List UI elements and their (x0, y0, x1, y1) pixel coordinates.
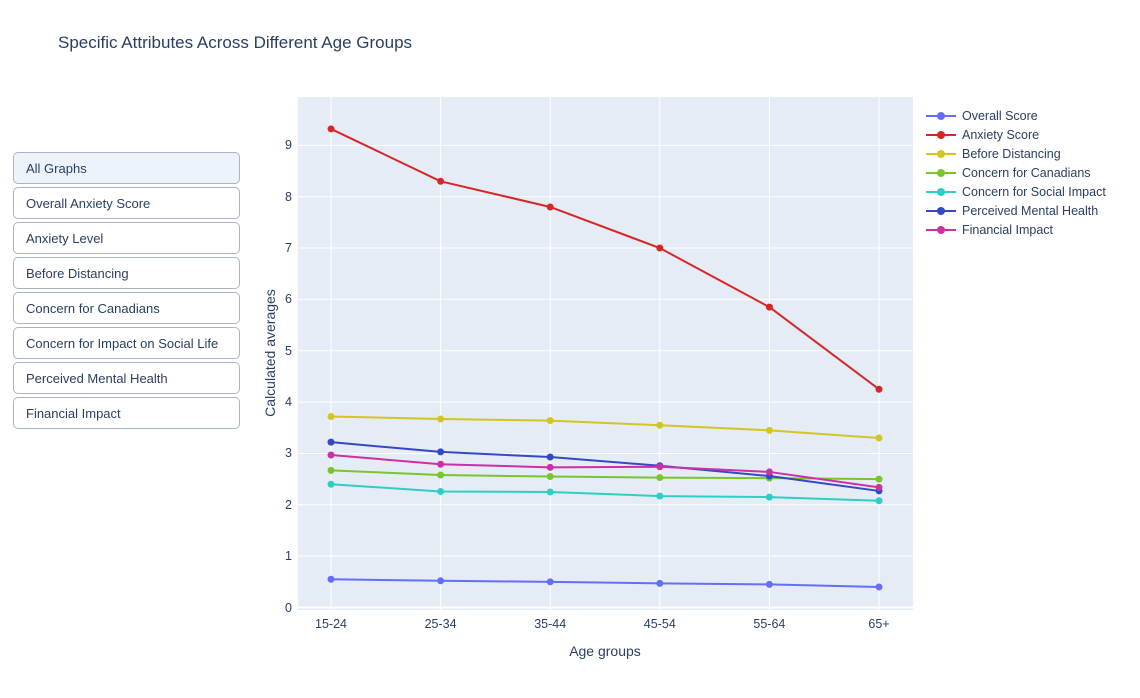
data-point-before-distancing (765, 426, 773, 434)
data-point-before-distancing (875, 434, 883, 442)
series-line-perceived-mental-health (330, 441, 880, 492)
data-point-before-distancing (546, 417, 554, 425)
legend-item-anxiety-score[interactable]: Anxiety Score (926, 125, 1106, 144)
data-point-anxiety-score (327, 125, 335, 133)
y-tick-label: 0 (285, 600, 292, 615)
legend-label: Concern for Canadians (962, 165, 1091, 180)
data-point-concern-for-canadians (437, 471, 445, 479)
page-title: Specific Attributes Across Different Age… (58, 33, 413, 52)
sidebar-button-all-graphs[interactable]: All Graphs (13, 152, 240, 184)
legend-line-marker-icon (926, 168, 956, 177)
y-tick-label: 5 (285, 343, 292, 358)
data-point-concern-for-social-impact (327, 480, 335, 488)
series-line-anxiety-score (330, 127, 880, 391)
x-tick-label: 55-64 (753, 617, 786, 631)
data-point-anxiety-score (765, 303, 773, 311)
data-point-anxiety-score (875, 385, 883, 393)
x-axis-title: Age groups (569, 643, 641, 659)
series-line-financial-impact (330, 453, 880, 489)
x-tick-label: 45-54 (643, 617, 676, 631)
data-point-anxiety-score (546, 203, 554, 211)
data-point-overall-score (656, 579, 664, 587)
line-chart (298, 97, 913, 610)
data-point-overall-score (875, 583, 883, 591)
data-point-overall-score (765, 580, 773, 588)
series-line-before-distancing (330, 415, 880, 440)
series-line-overall-score (330, 578, 880, 588)
sidebar-button-anxiety-level[interactable]: Anxiety Level (13, 222, 240, 254)
data-point-perceived-mental-health (546, 453, 554, 461)
x-tick-label: 25-34 (424, 617, 457, 631)
data-point-concern-for-social-impact (875, 497, 883, 505)
y-axis-title: Calculated averages (262, 289, 278, 417)
sidebar-button-concern-for-canadians[interactable]: Concern for Canadians (13, 292, 240, 324)
legend-label: Before Distancing (962, 146, 1061, 161)
data-point-concern-for-canadians (327, 466, 335, 474)
data-point-financial-impact (656, 463, 664, 471)
data-point-concern-for-canadians (656, 474, 664, 482)
y-tick-label: 2 (285, 497, 292, 512)
sidebar: All Graphs Overall Anxiety Score Anxiety L… (13, 152, 240, 429)
data-point-overall-score (437, 577, 445, 585)
data-point-concern-for-social-impact (546, 488, 554, 496)
sidebar-button-concern-for-impact-on-social-life[interactable]: Concern for Impact on Social Life (13, 327, 240, 359)
legend-item-concern-for-canadians[interactable]: Concern for Canadians (926, 163, 1106, 182)
series-line-concern-for-canadians (330, 469, 880, 481)
y-tick-label: 1 (285, 549, 292, 564)
y-tick-label: 6 (285, 292, 292, 307)
legend-item-perceived-mental-health[interactable]: Perceived Mental Health (926, 201, 1106, 220)
legend-line-marker-icon (926, 111, 956, 120)
legend-label: Perceived Mental Health (962, 203, 1099, 218)
legend-line-marker-icon (926, 130, 956, 139)
legend-line-marker-icon (926, 225, 956, 234)
x-tick-label: 35-44 (534, 617, 567, 631)
legend-item-concern-for-social-impact[interactable]: Concern for Social Impact (926, 182, 1106, 201)
legend-item-overall-score[interactable]: Overall Score (926, 106, 1106, 125)
legend-label: Anxiety Score (962, 127, 1040, 142)
data-point-financial-impact (765, 468, 773, 476)
data-point-concern-for-canadians (875, 475, 883, 483)
legend-line-marker-icon (926, 149, 956, 158)
data-point-financial-impact (546, 463, 554, 471)
data-point-concern-for-canadians (546, 473, 554, 481)
x-tick-label: 65+ (868, 617, 890, 631)
data-point-perceived-mental-health (437, 448, 445, 456)
data-point-concern-for-social-impact (437, 487, 445, 495)
y-tick-label: 4 (285, 395, 292, 410)
sidebar-button-perceived-mental-health[interactable]: Perceived Mental Health (13, 362, 240, 394)
plot-area (298, 97, 913, 610)
sidebar-button-overall-anxiety-score[interactable]: Overall Anxiety Score (13, 187, 240, 219)
legend-line-marker-icon (926, 206, 956, 215)
legend-label: Overall Score (962, 108, 1038, 123)
legend-item-before-distancing[interactable]: Before Distancing (926, 144, 1106, 163)
data-point-perceived-mental-health (327, 438, 335, 446)
y-tick-label: 8 (285, 189, 292, 204)
data-point-before-distancing (327, 412, 335, 420)
legend-label: Concern for Social Impact (962, 184, 1106, 199)
data-point-financial-impact (437, 460, 445, 468)
data-point-before-distancing (656, 421, 664, 429)
series-line-concern-for-social-impact (330, 483, 880, 502)
data-point-financial-impact (327, 451, 335, 459)
data-point-before-distancing (437, 415, 445, 423)
legend-label: Financial Impact (962, 222, 1054, 237)
data-point-overall-score (327, 575, 335, 583)
legend-line-marker-icon (926, 187, 956, 196)
y-tick-label: 3 (285, 446, 292, 461)
legend: Overall Score Anxiety Score Before Distanc… (926, 106, 1106, 239)
data-point-financial-impact (875, 483, 883, 491)
data-point-anxiety-score (437, 177, 445, 185)
y-tick-label: 7 (285, 241, 292, 256)
data-point-anxiety-score (656, 244, 664, 252)
y-tick-label: 9 (285, 138, 292, 153)
sidebar-button-before-distancing[interactable]: Before Distancing (13, 257, 240, 289)
data-point-overall-score (546, 578, 554, 586)
legend-item-financial-impact[interactable]: Financial Impact (926, 220, 1106, 239)
data-point-concern-for-social-impact (656, 492, 664, 500)
data-point-concern-for-social-impact (765, 493, 773, 501)
x-tick-label: 15-24 (315, 617, 347, 631)
sidebar-button-financial-impact[interactable]: Financial Impact (13, 397, 240, 429)
